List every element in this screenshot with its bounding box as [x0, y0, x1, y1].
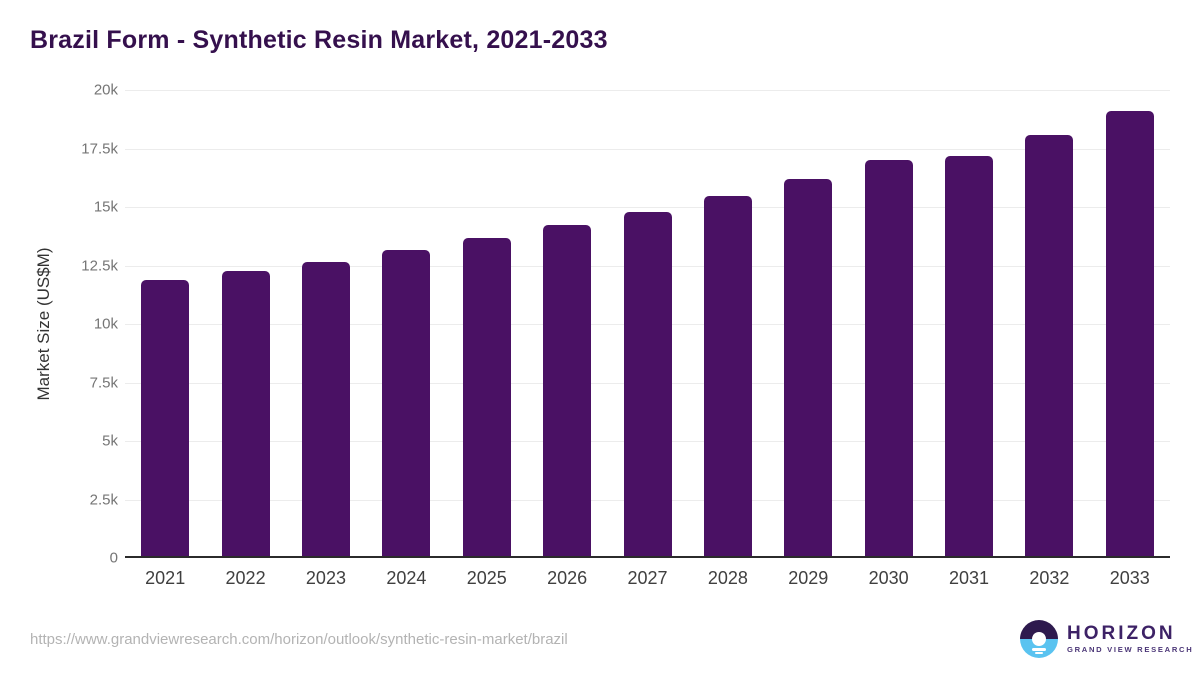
plot-area	[125, 90, 1170, 558]
x-tick-label: 2023	[305, 568, 346, 588]
bar-2030[interactable]	[864, 160, 913, 556]
bar-2032[interactable]	[1025, 134, 1074, 556]
sun-icon	[1032, 632, 1046, 646]
x-tick-label: 2027	[627, 568, 668, 588]
x-tick-label: 2031	[949, 568, 990, 588]
y-tick-label: 0	[109, 549, 118, 567]
bar-2026[interactable]	[543, 225, 592, 556]
bar-2028[interactable]	[703, 196, 752, 556]
horizon-logo: HORIZON GRAND VIEW RESEARCH	[1020, 620, 1193, 658]
bar-2021[interactable]	[141, 280, 190, 556]
bar-2024[interactable]	[382, 250, 431, 556]
chart-title: Brazil Form - Synthetic Resin Market, 20…	[30, 26, 608, 54]
x-tick-label: 2021	[145, 568, 186, 588]
y-tick-label: 12.5k	[81, 257, 118, 274]
x-tick-label: 2025	[466, 568, 507, 588]
y-tick-label: 15k	[93, 198, 118, 216]
x-tick-label: 2024	[386, 568, 427, 588]
bar-2025[interactable]	[462, 238, 511, 556]
x-tick-label: 2022	[225, 568, 266, 588]
x-tick-label: 2029	[788, 568, 829, 588]
bar-2027[interactable]	[623, 211, 672, 556]
y-tick-label: 2.5k	[89, 491, 118, 508]
x-tick-label: 2026	[547, 568, 588, 588]
bar-2031[interactable]	[945, 156, 994, 556]
logo-subtitle: GRAND VIEW RESEARCH	[1067, 645, 1194, 655]
logo-text: HORIZON GRAND VIEW RESEARCH	[1067, 624, 1193, 654]
x-tick-label: 2033	[1109, 568, 1150, 588]
y-axis-title: Market Size (US$M)	[34, 247, 53, 401]
bar-2023[interactable]	[301, 262, 350, 556]
x-tick-label: 2028	[707, 568, 748, 588]
gridline	[125, 207, 1170, 208]
y-tick-label: 17.5k	[81, 140, 118, 157]
gridline	[125, 148, 1170, 150]
horizon-sunset-icon	[1020, 620, 1058, 658]
x-axis-line	[125, 556, 1170, 558]
y-tick-label: 7.5k	[89, 374, 118, 391]
source-url: https://www.grandviewresearch.com/horizo…	[30, 631, 568, 648]
x-tick-label: 2030	[868, 568, 909, 588]
y-tick-label: 5k	[102, 432, 118, 450]
bar-2022[interactable]	[221, 271, 270, 556]
sun-reflection-line	[1035, 652, 1043, 654]
y-tick-label: 10k	[93, 315, 118, 333]
bar-2029[interactable]	[784, 179, 833, 556]
bar-2033[interactable]	[1105, 111, 1154, 556]
gridline	[125, 90, 1170, 91]
y-tick-label: 20k	[93, 81, 118, 99]
x-tick-label: 2032	[1029, 568, 1070, 588]
logo-title: HORIZON	[1067, 623, 1176, 645]
sun-reflection-line	[1032, 648, 1046, 651]
